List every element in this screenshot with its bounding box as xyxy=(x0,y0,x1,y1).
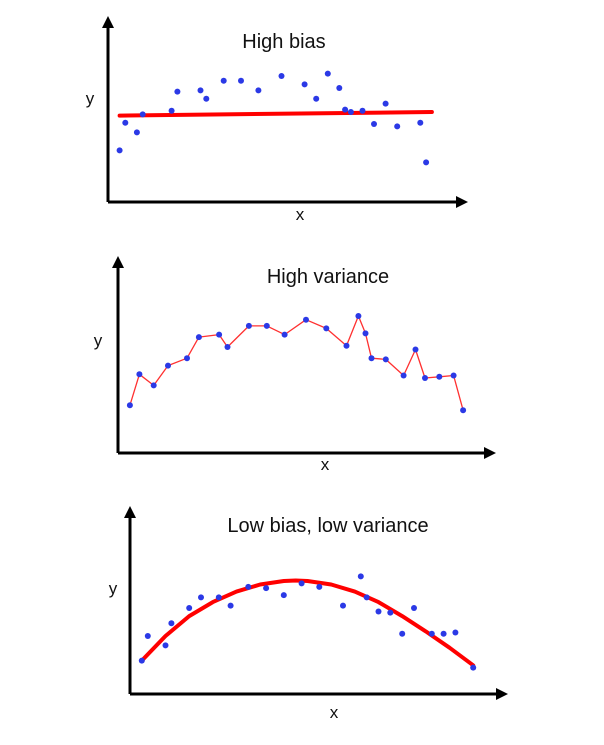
data-point xyxy=(203,95,210,102)
chart-title: High bias xyxy=(242,31,325,53)
data-point xyxy=(313,95,320,102)
data-point xyxy=(126,402,133,409)
data-point xyxy=(357,573,364,580)
data-point xyxy=(423,159,430,166)
data-point xyxy=(368,355,375,362)
data-point xyxy=(298,580,305,587)
data-point xyxy=(224,344,231,350)
data-point xyxy=(133,129,140,136)
data-point xyxy=(382,100,389,107)
data-point xyxy=(375,608,382,615)
data-point xyxy=(220,77,227,84)
data-point xyxy=(363,594,370,601)
data-point xyxy=(355,313,362,319)
data-point xyxy=(278,73,285,79)
x-axis-label: x xyxy=(321,455,330,474)
data-point xyxy=(136,371,143,378)
data-point xyxy=(168,107,175,114)
data-point xyxy=(412,346,419,353)
panel-high-bias: High bias y x xyxy=(86,15,468,224)
data-point xyxy=(422,375,428,381)
data-point xyxy=(440,630,447,637)
panel-high-variance: High variance y x xyxy=(94,256,496,474)
data-point xyxy=(184,355,190,362)
data-point xyxy=(263,322,270,329)
data-point xyxy=(198,594,204,601)
x-axis-label: x xyxy=(330,703,339,722)
plot-area xyxy=(126,313,467,414)
data-point xyxy=(255,87,262,94)
fit-line xyxy=(139,578,476,668)
data-point xyxy=(324,70,331,77)
data-point xyxy=(359,107,366,114)
data-point xyxy=(216,331,223,338)
data-point xyxy=(238,77,244,84)
data-point xyxy=(450,372,457,379)
data-point xyxy=(362,330,369,337)
data-point xyxy=(411,605,417,611)
panel-low-bias-low-variance: Low bias, low variance y x xyxy=(109,506,508,722)
chart-title: Low bias, low variance xyxy=(227,515,428,537)
connecting-line xyxy=(129,315,464,411)
data-point xyxy=(460,407,467,414)
data-point xyxy=(174,88,181,95)
data-point xyxy=(394,123,401,130)
fit-line xyxy=(117,110,434,118)
data-point xyxy=(116,147,123,154)
data-point xyxy=(280,592,287,599)
data-point xyxy=(195,334,202,341)
data-point xyxy=(387,609,394,616)
data-point xyxy=(162,642,169,649)
data-point xyxy=(215,594,222,601)
x-axis-label: x xyxy=(296,205,305,224)
data-point xyxy=(340,602,346,609)
data-point xyxy=(245,583,252,590)
data-point xyxy=(139,111,146,118)
data-point xyxy=(323,325,330,332)
data-point xyxy=(436,373,443,380)
plot-area xyxy=(138,573,477,671)
data-point xyxy=(316,583,323,590)
data-point xyxy=(428,630,435,637)
data-point xyxy=(150,382,157,389)
data-point xyxy=(122,119,129,126)
data-point xyxy=(301,81,308,88)
data-point xyxy=(417,119,424,126)
data-point xyxy=(165,362,171,369)
data-point xyxy=(303,316,309,323)
data-point xyxy=(382,356,389,363)
data-point xyxy=(168,620,175,627)
data-point xyxy=(342,106,349,113)
y-axis-label: y xyxy=(109,579,118,598)
data-point xyxy=(263,585,270,592)
data-point xyxy=(245,322,252,329)
data-point xyxy=(371,121,377,127)
data-point xyxy=(336,85,343,91)
data-point xyxy=(138,657,145,664)
data-point xyxy=(281,331,288,338)
plot-area xyxy=(116,70,434,166)
data-point xyxy=(347,109,354,115)
data-point xyxy=(399,630,406,637)
data-point xyxy=(400,372,407,379)
data-point xyxy=(343,342,350,349)
chart-title: High variance xyxy=(267,266,389,288)
data-point xyxy=(144,633,151,639)
data-point xyxy=(186,605,193,611)
y-axis-label: y xyxy=(86,89,95,108)
data-point xyxy=(452,629,459,636)
data-point xyxy=(197,87,204,94)
data-point xyxy=(470,664,477,671)
y-axis-label: y xyxy=(94,331,103,350)
data-point xyxy=(227,602,234,609)
